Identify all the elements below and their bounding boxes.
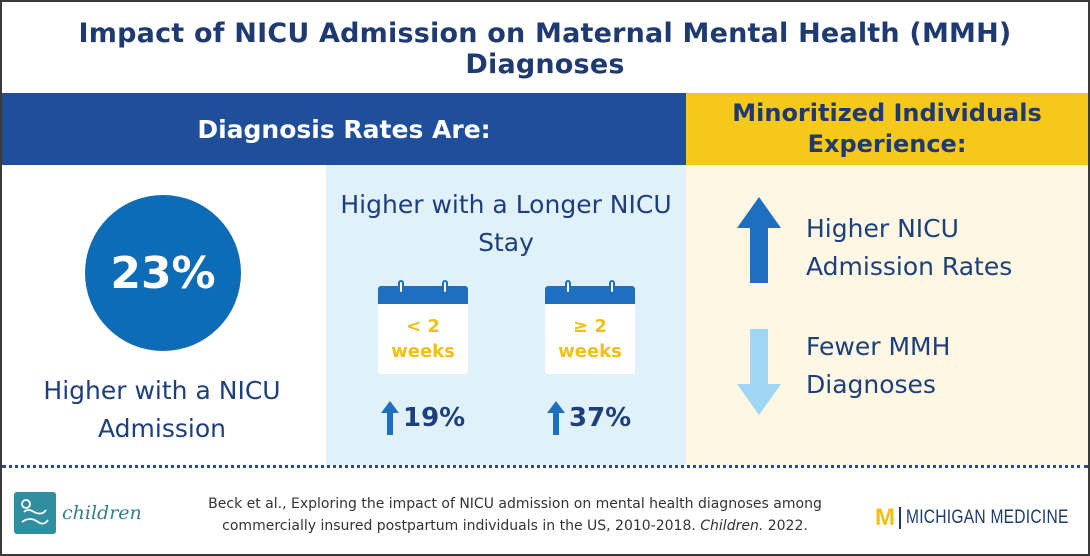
fewer-diagnoses-text: Fewer MMH Diagnoses [806, 332, 951, 399]
short-stay-stat-value: 19% [403, 403, 466, 433]
long-stay-stat-value: 37% [569, 403, 632, 433]
citation: Beck et al., Exploring the impact of NIC… [180, 493, 850, 537]
arrow-down-icon [737, 329, 781, 415]
long-stay-stat: 37% [546, 398, 631, 438]
children-logo-icon [14, 492, 56, 534]
short-stay-label-line2: weeks [391, 341, 455, 362]
short-stay-label-line1: < 2 [406, 316, 440, 337]
calendar-icon-short-stay: < 2 weeks [378, 280, 468, 374]
higher-admission-rates-text: Higher NICU Admission Rates [806, 214, 1013, 281]
small-arrow-up-icon [547, 401, 565, 435]
diagnosis-rates-header: Diagnosis Rates Are: [2, 93, 686, 165]
nicu-stay-heading: Higher with a Longer NICU Stay [340, 190, 672, 257]
small-arrow-up-icon [381, 401, 399, 435]
michigan-medicine-logo: M MICHIGAN MEDICINE [875, 504, 1090, 532]
minoritized-header: Minoritized Individuals Experience: [686, 93, 1088, 165]
long-stay-label-line1: ≥ 2 [573, 316, 607, 337]
michigan-medicine-name: MICHIGAN MEDICINE [906, 507, 1069, 528]
long-stay-label-line2: weeks [558, 341, 622, 362]
children-logo-text: children [62, 502, 142, 524]
children-journal-logo: children [14, 492, 142, 534]
calendar-icon-long-stay: ≥ 2 weeks [545, 280, 635, 374]
admission-percent-value: 23% [110, 247, 216, 299]
citation-main: Beck et al., Exploring the impact of NIC… [208, 496, 822, 534]
citation-journal: Children. [700, 518, 764, 534]
citation-year: 2022. [767, 518, 808, 534]
admission-percent-circle: 23% [85, 195, 241, 351]
admission-caption: Higher with a NICU Admission [43, 376, 281, 443]
block-m-mark: M [875, 504, 895, 531]
short-stay-stat: 19% [380, 398, 465, 438]
logo-divider [899, 507, 901, 529]
infographic-title: Impact of NICU Admission on Maternal Men… [78, 18, 1012, 80]
arrow-up-icon [737, 197, 781, 283]
diagnosis-rates-header-label: Diagnosis Rates Are: [197, 114, 491, 144]
footer-divider [2, 465, 1088, 468]
minoritized-header-label: Minoritized Individuals Experience: [732, 99, 1042, 158]
